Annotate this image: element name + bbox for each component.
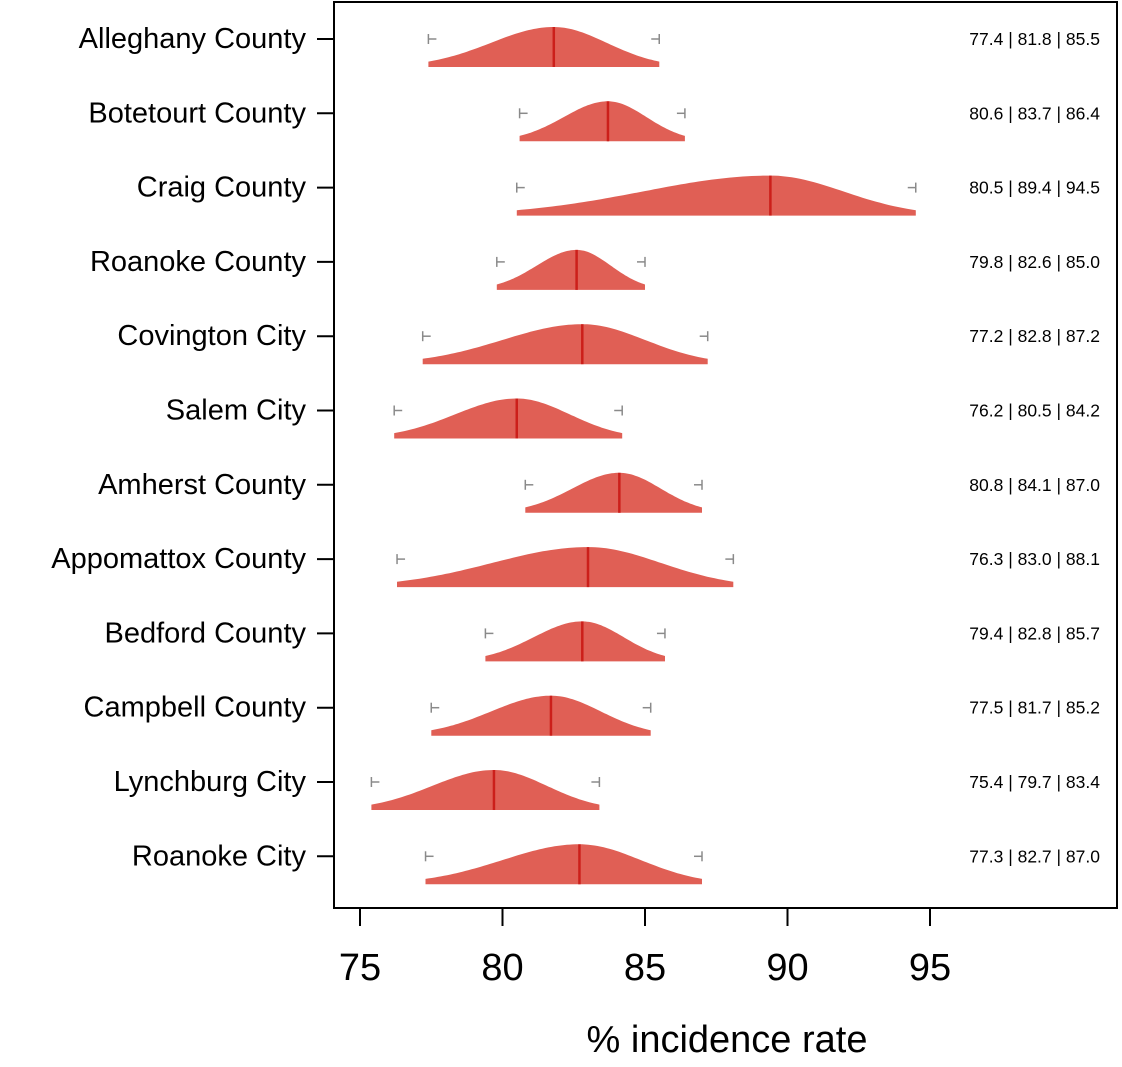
- density-shape: [519, 101, 685, 142]
- category-label: Lynchburg City: [114, 766, 307, 798]
- ridge-row: Roanoke City 77.3 | 82.7 | 87.0: [132, 840, 1100, 885]
- category-label: Appomattox County: [51, 543, 306, 575]
- x-tick-label: 90: [766, 947, 808, 989]
- value-label: 75.4 | 79.7 | 83.4: [969, 772, 1100, 792]
- ridge-row: Alleghany County 77.4 | 81.8 | 85.5: [79, 23, 1100, 67]
- density-shape: [394, 398, 623, 439]
- value-label: 77.3 | 82.7 | 87.0: [969, 846, 1100, 866]
- lower-interval-cap: [518, 108, 528, 119]
- category-label: Covington City: [117, 320, 306, 352]
- ridge-row: Covington City 77.2 | 82.8 | 87.2: [117, 320, 1100, 365]
- x-tick-label: 75: [339, 947, 381, 989]
- density-shape: [431, 695, 651, 736]
- ridge-row: Amherst County 80.8 | 84.1 | 87.0: [98, 469, 1100, 513]
- upper-interval-cap: [656, 628, 666, 639]
- ridge-row: Craig County 80.5 | 89.4 | 94.5: [137, 172, 1100, 216]
- category-label: Roanoke City: [132, 840, 307, 872]
- x-axis-title: % incidence rate: [587, 1019, 868, 1061]
- density-shape: [371, 770, 600, 810]
- upper-interval-cap: [614, 405, 623, 416]
- lower-interval-cap: [496, 256, 505, 267]
- value-label: 77.4 | 81.8 | 85.5: [969, 29, 1100, 49]
- ridge-row: Lynchburg City 75.4 | 79.7 | 83.4: [114, 766, 1100, 810]
- ridge-row: Appomattox County 76.3 | 83.0 | 88.1: [51, 543, 1100, 588]
- upper-interval-cap: [694, 851, 703, 862]
- value-label: 76.2 | 80.5 | 84.2: [969, 401, 1100, 421]
- upper-interval-cap: [694, 479, 703, 490]
- upper-interval-cap: [637, 256, 646, 267]
- lower-interval-cap: [393, 405, 403, 416]
- upper-interval-cap: [651, 34, 660, 44]
- density-shape: [397, 547, 734, 588]
- ridge-row: Salem City 76.2 | 80.5 | 84.2: [166, 395, 1100, 439]
- ridge-row: Campbell County 77.5 | 81.7 | 85.2: [84, 692, 1100, 736]
- value-label: 79.4 | 82.8 | 85.7: [969, 623, 1100, 643]
- category-label: Amherst County: [98, 469, 306, 501]
- upper-interval-cap: [699, 331, 709, 342]
- density-shape: [428, 27, 660, 67]
- density-shape: [496, 249, 645, 290]
- category-label: Bedford County: [104, 617, 306, 649]
- ridge-row: Bedford County 79.4 | 82.8 | 85.7: [104, 617, 1100, 662]
- value-label: 79.8 | 82.6 | 85.0: [969, 252, 1100, 272]
- value-label: 76.3 | 83.0 | 88.1: [969, 549, 1100, 569]
- value-label: 80.5 | 89.4 | 94.5: [969, 178, 1100, 198]
- category-label: Alleghany County: [79, 23, 307, 55]
- value-label: 80.6 | 83.7 | 86.4: [969, 103, 1100, 123]
- upper-interval-cap: [642, 702, 652, 713]
- lower-interval-cap: [524, 479, 534, 490]
- upper-interval-cap: [907, 182, 917, 193]
- lower-interval-cap: [421, 331, 431, 342]
- density-shape: [422, 324, 708, 365]
- category-label: Craig County: [137, 172, 307, 204]
- ridge-rows: Alleghany County 77.4 | 81.8 | 85.5 Boteto…: [51, 23, 1100, 885]
- lower-interval-cap: [516, 182, 525, 193]
- value-label: 80.8 | 84.1 | 87.0: [969, 475, 1100, 495]
- x-tick-label: 80: [481, 947, 523, 989]
- category-label: Campbell County: [84, 692, 307, 724]
- density-shape: [485, 621, 665, 662]
- value-label: 77.2 | 82.8 | 87.2: [969, 326, 1100, 346]
- lower-interval-cap: [396, 554, 406, 565]
- x-tick-label: 85: [624, 947, 666, 989]
- lower-interval-cap: [427, 34, 437, 44]
- upper-interval-cap: [676, 108, 686, 119]
- ridge-row: Botetourt County 80.6 | 83.7 | 86.4: [88, 97, 1100, 142]
- density-shape: [425, 844, 702, 885]
- density-shape: [516, 175, 916, 216]
- x-tick-label: 95: [909, 947, 951, 989]
- ridge-row: Roanoke County 79.8 | 82.6 | 85.0: [90, 246, 1100, 290]
- value-label: 77.5 | 81.7 | 85.2: [969, 698, 1100, 718]
- category-label: Roanoke County: [90, 246, 307, 278]
- x-axis: 75 80 85 90 95: [339, 907, 951, 989]
- density-shape: [525, 472, 702, 513]
- category-label: Botetourt County: [88, 97, 306, 129]
- upper-interval-cap: [725, 554, 735, 565]
- lower-interval-cap: [430, 702, 440, 713]
- upper-interval-cap: [591, 777, 601, 787]
- category-label: Salem City: [166, 395, 307, 427]
- lower-interval-cap: [370, 777, 380, 787]
- lower-interval-cap: [484, 628, 494, 639]
- lower-interval-cap: [424, 851, 434, 862]
